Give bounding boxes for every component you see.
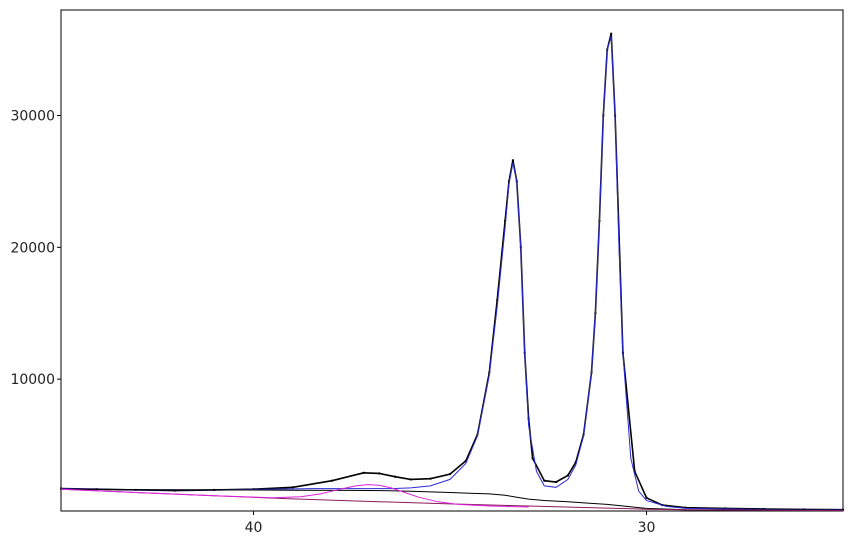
data-point [543,479,546,482]
y-axis-ticks: 10000 20000 30000 [10,108,61,388]
y-tick-label: 10000 [10,372,55,388]
x-tick-label: 40 [245,520,263,536]
data-point [610,32,613,35]
data-point [496,299,499,302]
data-point [378,472,381,475]
data-point [724,507,727,510]
data-point [464,459,467,462]
data-point [394,475,396,478]
data-point [291,486,294,489]
data-point [684,506,687,509]
series-line-2 [60,488,844,511]
series-line-1 [60,36,844,511]
data-point [449,473,451,476]
plot-frame [60,9,844,512]
series-line-4 [60,484,529,508]
y-tick-label: 20000 [10,240,55,256]
data-point [511,159,514,162]
data-point [429,477,432,480]
x-axis-ticks: 40 30 [245,511,656,536]
y-tick-label: 30000 [10,108,55,124]
data-point [331,479,334,482]
data-point [566,474,569,477]
data-point [645,496,648,499]
data-point [531,457,534,460]
x-tick-label: 30 [638,520,656,536]
data-point [633,470,636,473]
series-layer [60,32,844,512]
data-point [555,481,558,483]
data-point [574,461,577,464]
data-point [362,471,365,474]
data-point [174,489,176,492]
data-point [409,478,412,481]
data-point [504,219,507,222]
